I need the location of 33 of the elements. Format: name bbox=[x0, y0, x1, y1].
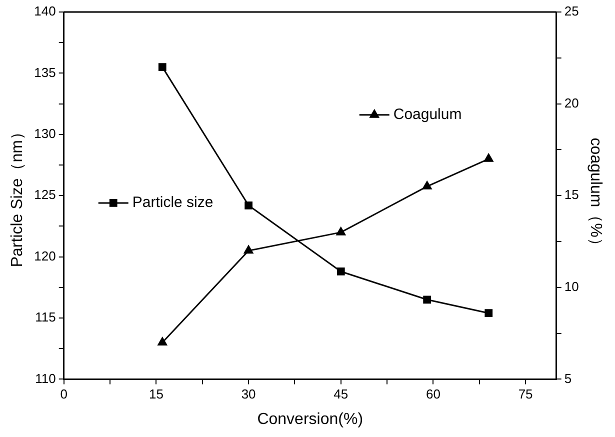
x-tick-label: 30 bbox=[241, 386, 256, 402]
point bbox=[244, 201, 252, 210]
y-tick-label: 115 bbox=[35, 310, 56, 325]
point bbox=[336, 227, 346, 236]
legend-label: Particle size bbox=[132, 194, 214, 212]
point bbox=[484, 309, 493, 318]
point bbox=[423, 296, 432, 304]
x-tick-label: 15 bbox=[148, 386, 164, 402]
legend-label: Coagulum bbox=[393, 106, 462, 123]
y-tick-label: 130 bbox=[34, 126, 56, 141]
y-tick-label: 125 bbox=[34, 187, 56, 202]
point bbox=[158, 337, 168, 346]
x-tick-label: 60 bbox=[426, 386, 440, 402]
y2-tick-label: 10 bbox=[564, 278, 579, 294]
x-tick-label: 75 bbox=[518, 386, 533, 402]
point bbox=[158, 63, 166, 72]
y-tick-label: 110 bbox=[35, 370, 56, 386]
point bbox=[484, 154, 494, 162]
y2-tick-label: 25 bbox=[564, 4, 579, 19]
y2-axis-title: coagulum（%） bbox=[586, 138, 604, 254]
y-axis-title: Particle Size（nm） bbox=[9, 124, 26, 268]
y-tick-label: 135 bbox=[34, 64, 56, 80]
y2-tick-label: 5 bbox=[564, 370, 572, 386]
y-tick-label: 140 bbox=[34, 4, 56, 19]
y2-tick-label: 15 bbox=[564, 187, 579, 202]
y-tick-label: 120 bbox=[34, 248, 56, 264]
x-axis-title: Conversion(%) bbox=[257, 410, 364, 428]
y2-tick-label: 20 bbox=[564, 95, 579, 110]
point bbox=[422, 181, 432, 190]
point bbox=[336, 268, 345, 276]
x-tick-label: 0 bbox=[60, 386, 68, 402]
x-tick-label: 45 bbox=[334, 386, 348, 402]
point bbox=[244, 245, 254, 254]
